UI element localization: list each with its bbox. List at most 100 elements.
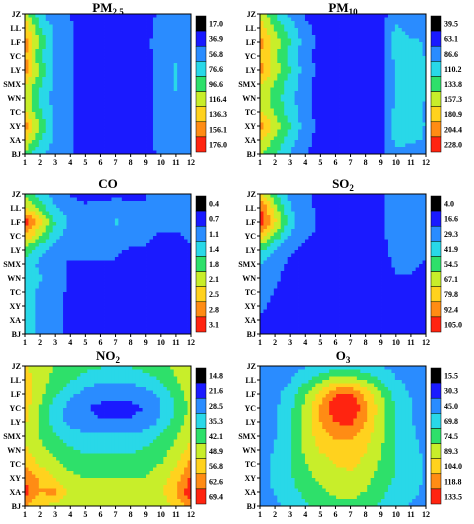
contour-cell — [142, 94, 147, 99]
contour-cell — [374, 136, 378, 141]
contour-cell — [298, 14, 302, 18]
contour-cell — [35, 108, 40, 113]
contour-cell — [287, 56, 292, 60]
contour-cell — [266, 133, 271, 137]
contour-cell — [270, 35, 275, 39]
contour-cell — [121, 201, 126, 205]
contour-cell — [104, 194, 109, 198]
colorbar-label: 110.2 — [444, 65, 462, 74]
contour-cell — [311, 17, 316, 22]
contour-cell — [170, 45, 175, 50]
contour-cell — [125, 122, 130, 127]
contour-cell — [273, 49, 278, 53]
contour-cell — [135, 126, 140, 130]
contour-cell — [177, 101, 182, 106]
contour-cell — [149, 108, 154, 113]
contour-cell — [273, 84, 278, 88]
contour-cell — [132, 63, 137, 67]
contour-cell — [76, 201, 81, 205]
contour-cell — [28, 143, 33, 148]
colorbar-label: 156.1 — [209, 125, 227, 134]
contour-cell — [149, 49, 154, 53]
contour-cell — [166, 122, 171, 127]
contour-cell — [42, 136, 47, 141]
contour-cell — [80, 84, 85, 88]
contour-cell — [315, 80, 320, 85]
contour-cell — [128, 17, 133, 22]
contour-cell — [56, 14, 60, 18]
contour-cell — [405, 115, 410, 120]
contour-cell — [311, 87, 316, 92]
contour-cell — [56, 239, 60, 244]
contour-cell — [356, 98, 361, 102]
contour-cell — [142, 28, 147, 32]
contour-cell — [87, 194, 92, 198]
contour-cell — [104, 42, 109, 46]
contour-cell — [59, 232, 64, 237]
contour-cell — [360, 91, 365, 95]
contour-cell — [73, 119, 78, 123]
contour-cell — [363, 14, 368, 18]
contour-cell — [322, 21, 327, 25]
contour-cell — [163, 84, 168, 88]
contour-cell — [35, 63, 40, 67]
contour-cell — [353, 129, 358, 134]
contour-cell — [304, 150, 309, 155]
contour-cell — [394, 115, 399, 120]
contour-cell — [336, 129, 340, 134]
contour-cell — [94, 143, 99, 148]
contour-cell — [325, 115, 330, 120]
contour-cell — [125, 42, 130, 46]
contour-cell — [422, 126, 427, 130]
contour-cell — [97, 14, 102, 18]
contour-cell — [94, 136, 99, 141]
contour-cell — [35, 101, 40, 106]
contour-cell — [108, 218, 112, 223]
contour-cell — [121, 243, 126, 247]
contour-cell — [152, 136, 157, 141]
contour-cell — [101, 24, 105, 29]
contour-cell — [52, 35, 57, 39]
contour-cell — [90, 243, 95, 247]
contour-cell — [128, 211, 133, 216]
contour-cell — [76, 28, 81, 32]
contour-cell — [111, 122, 116, 127]
contour-cell — [356, 21, 361, 25]
contour-cell — [173, 129, 178, 134]
contour-cell — [90, 208, 95, 212]
contour-cell — [108, 80, 112, 85]
contour-cell — [156, 229, 161, 233]
contour-cell — [370, 147, 375, 151]
contour-cell — [173, 87, 178, 92]
contour-cell — [184, 122, 188, 127]
contour-cell — [63, 31, 67, 36]
contour-cell — [363, 147, 368, 151]
contour-cell — [311, 112, 316, 116]
contour-cell — [56, 70, 60, 74]
contour-cell — [367, 66, 372, 71]
contour-cell — [280, 14, 285, 18]
contour-cell — [329, 87, 334, 92]
contour-cell — [149, 232, 154, 237]
y-tick-label: JZ — [12, 10, 21, 19]
contour-cell — [415, 147, 420, 151]
contour-cell — [69, 17, 74, 22]
contour-cell — [415, 150, 420, 155]
contour-cell — [381, 63, 385, 67]
contour-cell — [166, 197, 171, 202]
contour-cell — [304, 115, 309, 120]
contour-cell — [66, 73, 71, 78]
contour-cell — [56, 94, 60, 99]
contour-cell — [322, 31, 327, 36]
contour-cell — [280, 136, 285, 141]
contour-cell — [353, 17, 358, 22]
colorbar-swatch — [195, 91, 207, 107]
contour-cell — [387, 101, 392, 106]
contour-cell — [159, 243, 164, 247]
contour-cell — [184, 243, 188, 247]
contour-cell — [63, 250, 67, 254]
contour-cell — [132, 239, 137, 244]
contour-cell — [114, 115, 119, 120]
contour-cell — [111, 225, 116, 230]
